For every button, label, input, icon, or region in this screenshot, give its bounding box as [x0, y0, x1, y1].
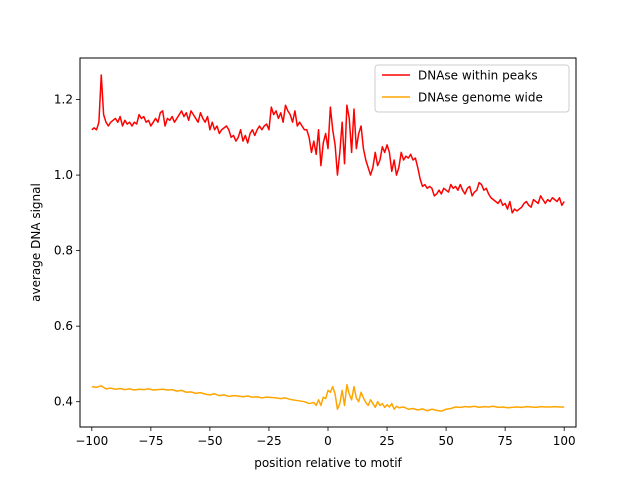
legend-label-within-peaks: DNAse within peaks — [418, 69, 538, 83]
y-tick-label: 0.4 — [54, 395, 73, 409]
y-tick-label: 0.8 — [54, 244, 73, 258]
x-tick-label: 100 — [553, 434, 576, 448]
y-tick-label: 1.2 — [54, 93, 73, 107]
x-tick-label: −100 — [75, 434, 108, 448]
x-axis-ticks: −100 −75 −50 −25 0 25 50 75 100 — [75, 427, 576, 448]
y-tick-label: 0.6 — [54, 319, 73, 333]
series-layer — [91, 74, 565, 412]
x-tick-label: −75 — [138, 434, 163, 448]
y-axis-label: average DNA signal — [29, 183, 43, 302]
x-tick-label: 25 — [379, 434, 394, 448]
x-axis-label: position relative to motif — [254, 456, 402, 470]
x-tick-label: −25 — [256, 434, 281, 448]
y-axis-ticks: 0.4 0.6 0.8 1.0 1.2 — [54, 93, 80, 409]
x-tick-label: −50 — [197, 434, 222, 448]
x-tick-label: 50 — [438, 434, 453, 448]
x-tick-label: 0 — [324, 434, 332, 448]
legend: DNAse within peaks DNAse genome wide — [374, 64, 570, 113]
series-line-1 — [91, 383, 565, 412]
x-tick-label: 75 — [498, 434, 513, 448]
legend-label-genome-wide: DNAse genome wide — [418, 91, 543, 105]
series-line-0 — [91, 74, 565, 214]
y-tick-label: 1.0 — [54, 168, 73, 182]
legend-box — [374, 64, 570, 113]
